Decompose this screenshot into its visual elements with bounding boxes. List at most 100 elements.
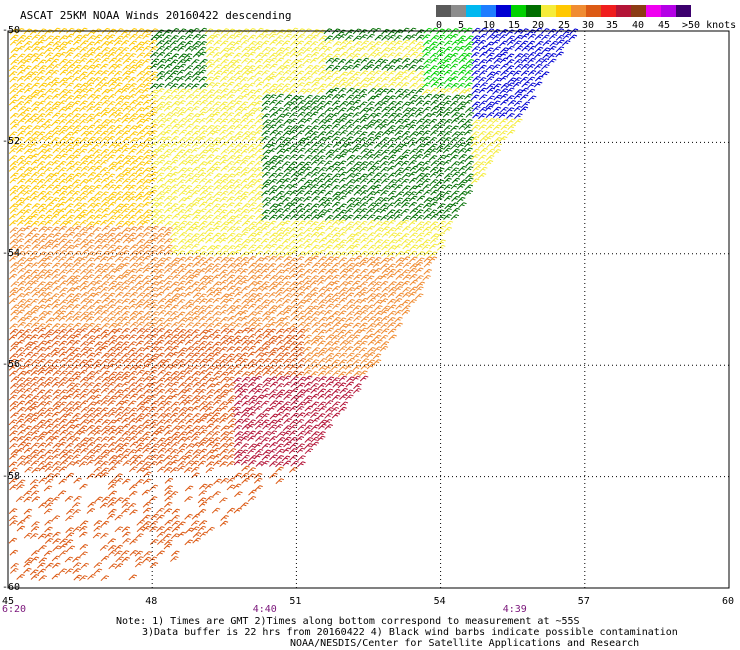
wind-barb [409,51,419,58]
wind-barb [37,562,46,569]
wind-barb [163,303,173,310]
wind-barb [121,310,130,317]
wind-barb [157,95,166,102]
wind-barb [232,178,242,185]
wind-barb [16,275,26,281]
wind-barb [253,100,263,107]
wind-barb [36,39,46,46]
wind-barb [142,345,152,352]
wind-barb [464,82,473,89]
wind-barb [213,220,222,227]
wind-barb [239,35,249,41]
wind-barb [86,274,95,281]
wind-barb [408,141,418,148]
wind-barb [211,125,221,131]
wind-barb [395,303,404,310]
wind-barb [381,130,391,136]
wind-barb [164,75,174,82]
wind-barb [157,369,166,376]
wind-barb [274,119,284,125]
wind-barb [387,165,396,172]
wind-barb [198,89,208,95]
wind-barb [184,71,194,77]
wind-barb [240,148,250,155]
wind-barb [107,483,117,490]
wind-barb [345,59,354,65]
wind-barb [79,226,88,233]
wind-barb [443,177,452,184]
wind-barb [457,118,467,125]
wind-barb [184,449,194,456]
wind-barb [303,166,312,173]
wind-barb [190,147,200,154]
wind-barb [366,352,376,358]
wind-barb [177,465,186,472]
wind-barb [338,203,347,210]
wind-barb [36,214,46,221]
wind-barb [171,526,181,533]
wind-barb [22,244,32,251]
wind-barb [108,411,117,418]
wind-barb [415,237,424,244]
wind-barb [190,59,200,65]
wind-barb [128,208,137,215]
wind-barb [367,310,376,317]
wind-barb [107,28,116,35]
wind-barb [16,88,25,95]
wind-barb [514,63,524,70]
wind-barb [93,520,103,526]
wind-barb [64,556,74,563]
wind-barb [316,249,326,256]
wind-barb [282,197,291,203]
wind-barb [134,447,144,454]
wind-barb [282,88,291,94]
wind-barb [358,88,368,95]
wind-barb [372,250,382,257]
wind-barb [317,393,326,400]
wind-barb [394,202,403,208]
wind-barb [30,460,40,467]
wind-barb [492,34,501,40]
wind-barb [30,65,40,71]
wind-barb [52,405,61,412]
wind-barb [198,280,207,287]
wind-barb [9,34,19,41]
wind-barb [428,143,438,150]
wind-barb [171,207,180,214]
wind-barb [212,364,222,371]
wind-barb [51,429,61,436]
wind-barb [428,46,438,52]
wind-barb [128,125,138,132]
wind-barb [136,149,145,155]
wind-barb [422,153,431,160]
wind-barb [317,131,327,137]
wind-barb [421,239,431,246]
wind-barb [51,178,61,185]
wind-barb [394,130,404,137]
wind-barb [148,322,158,329]
wind-barb [505,87,515,94]
colorbar-swatch [631,5,646,17]
latitude-label: -52 [2,136,21,148]
wind-barb [29,484,39,491]
wind-barb [164,495,173,502]
wind-barb [37,346,46,353]
wind-barb [43,550,53,557]
wind-barb [198,125,208,131]
wind-barb [135,202,144,209]
wind-barb [93,106,102,113]
wind-barb [114,160,124,167]
wind-barb [227,418,237,425]
wind-barb [430,225,439,232]
wind-barb [233,220,242,226]
wind-barb [450,125,459,132]
colorbar-label: 35 [606,20,619,31]
wind-barb [36,52,46,59]
wind-barb [213,40,222,46]
colorbar-swatch [511,5,526,17]
wind-barb [44,339,53,346]
wind-barb [310,401,320,408]
wind-barb [9,549,19,556]
wind-barb [471,148,480,155]
wind-barb [85,225,95,232]
